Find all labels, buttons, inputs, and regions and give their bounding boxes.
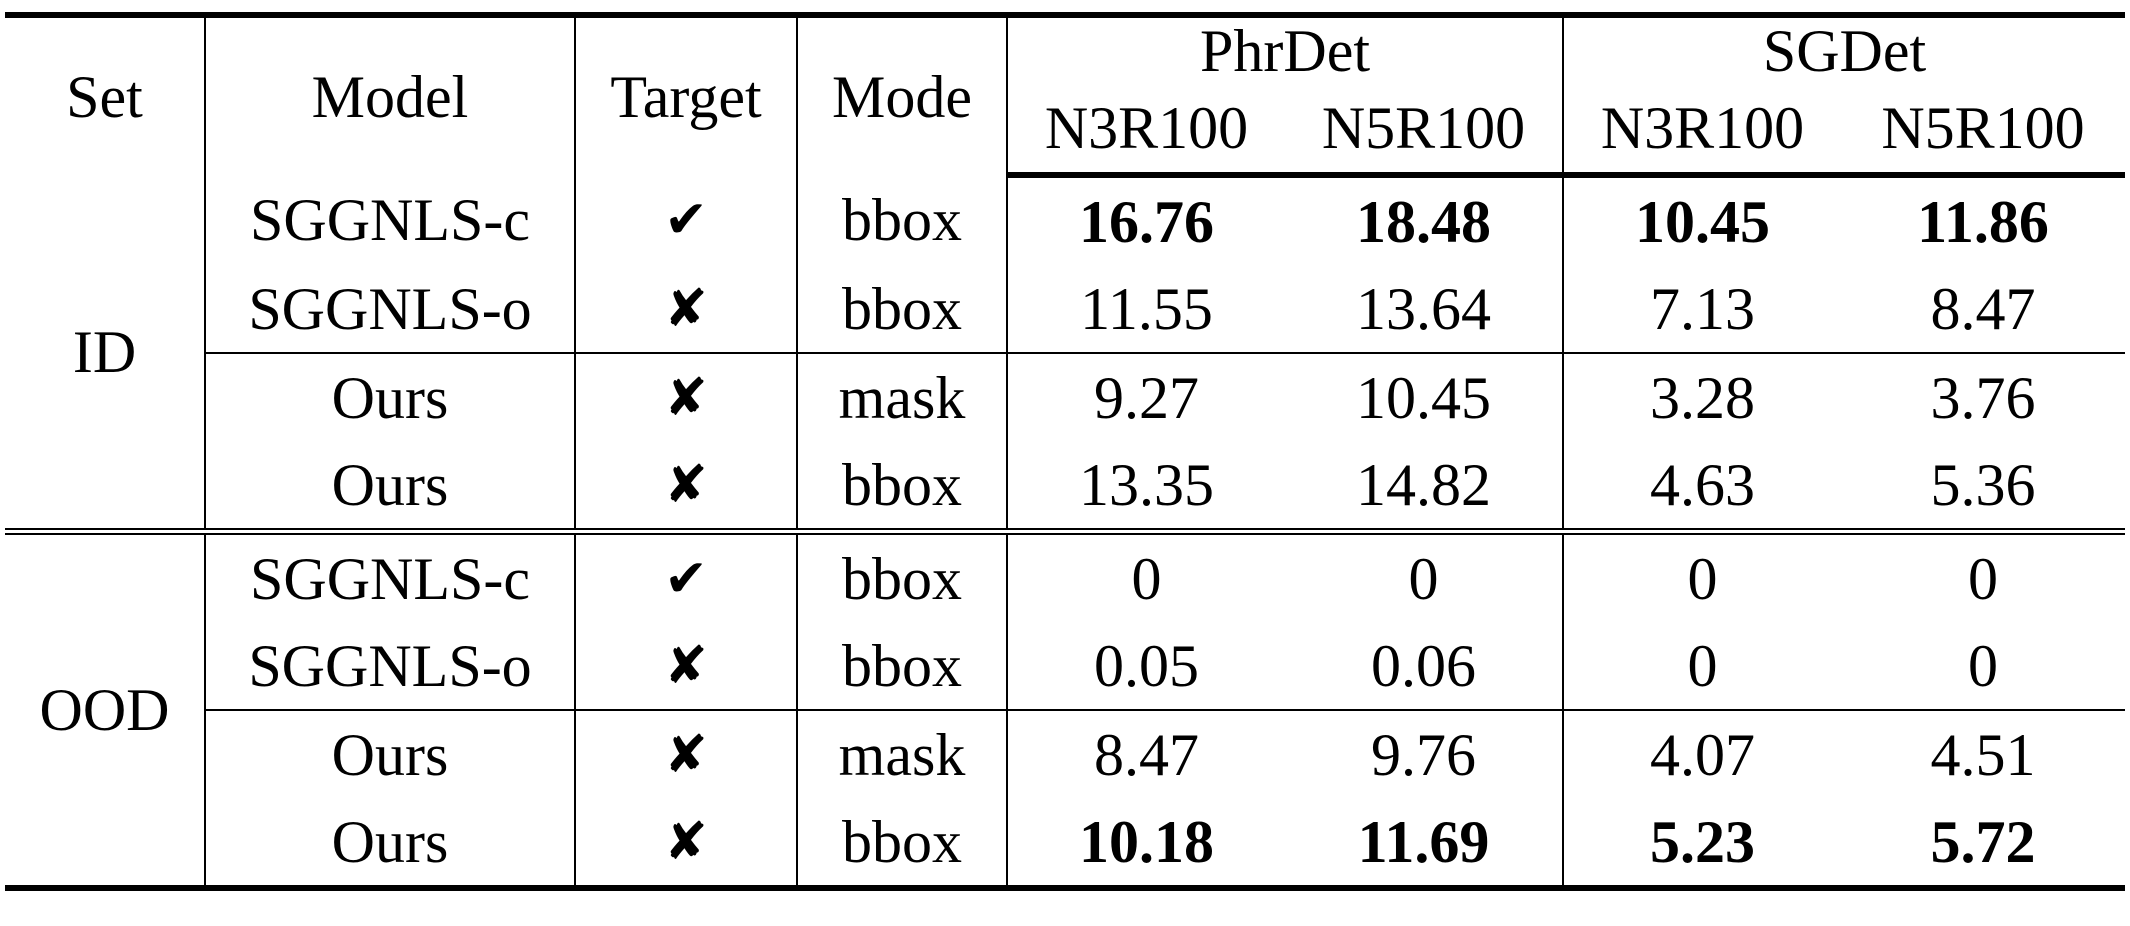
cell-phrdet-n5: 14.82 <box>1356 451 1491 518</box>
cell-model: Ours <box>204 709 575 798</box>
cell-sgdet-n3: 4.63 <box>1562 441 1842 532</box>
header-phrdet-n3r100: N3R100 <box>1006 84 1285 178</box>
check-icon: ✔ <box>574 528 797 622</box>
cross-icon: ✘ <box>574 709 797 798</box>
cell-model: Ours <box>204 352 575 441</box>
header-mode: Mode <box>796 12 1007 175</box>
cell-mode: bbox <box>796 265 1007 353</box>
cell-phrdet-n3: 9.27 <box>1006 352 1285 441</box>
cell-sgdet-n5: 11.86 <box>1917 188 2049 255</box>
cell-phrdet-n5: 18.48 <box>1356 188 1491 255</box>
cell-sgdet-n5: 0 <box>1968 632 1999 699</box>
set-label-ood: OOD <box>5 528 205 891</box>
results-table: Set Model Target Mode PhrDet SGDet N3R10… <box>5 12 2126 891</box>
cross-icon: ✘ <box>574 798 797 891</box>
header-sgdet-n5r100: N5R100 <box>1841 84 2126 178</box>
table-row: OOD SGGNLS-c ✔ bbox 0 0 0 0 <box>5 528 2126 891</box>
cell-sgdet-n5: 3.76 <box>1841 352 2126 441</box>
cross-icon: ✘ <box>574 622 797 710</box>
header-set: Set <box>5 12 205 175</box>
cell-sgdet-n5: 0 <box>1841 528 2126 622</box>
cell-sgdet-n5: 8.47 <box>1930 275 2036 342</box>
cross-icon: ✘ <box>574 352 797 441</box>
table-row: Ours ✘ mask 8.47 9.76 4.07 4.51 <box>5 709 2126 798</box>
cell-phrdet-n5: 13.64 <box>1356 275 1491 342</box>
cell-phrdet-n3: 0.05 <box>1006 622 1285 710</box>
set-label-id: ID <box>72 318 137 385</box>
cell-model: SGGNLS-o <box>204 265 575 353</box>
cell-phrdet-n5: 0 <box>1285 528 1564 622</box>
cell-phrdet-n3: 8.47 <box>1006 709 1285 798</box>
header-group-phrdet: PhrDet <box>1005 12 1564 84</box>
cell-sgdet-n3: 0 <box>1562 528 1842 622</box>
header-phrdet-n5r100: N5R100 <box>1285 84 1564 178</box>
cell-sgdet-n3: 5.23 <box>1562 798 1842 891</box>
cell-phrdet-n5: 0.06 <box>1371 632 1476 699</box>
cell-sgdet-n3: 3.28 <box>1562 352 1842 441</box>
header-row-2: N3R100 N5R100 N3R100 N5R100 <box>5 84 2126 178</box>
cell-mode: bbox <box>796 798 1007 891</box>
cell-model: Ours <box>204 798 575 891</box>
cell-phrdet-n5: 10.45 <box>1285 352 1564 441</box>
cross-icon: ✘ <box>574 441 797 532</box>
cell-mode: bbox <box>796 528 1007 622</box>
cell-mode: bbox <box>796 175 1007 265</box>
cell-sgdet-n5: 5.72 <box>1841 798 2126 891</box>
cell-sgdet-n5: 5.36 <box>1930 451 2036 518</box>
cross-icon: ✘ <box>574 265 797 353</box>
cell-mode: mask <box>796 352 1007 441</box>
table-row: SGGNLS-o ✘ bbox 0.05 0.06 0 0 <box>5 622 2125 710</box>
table-row: Ours ✘ mask 9.27 10.45 3.28 3.76 <box>5 352 2126 441</box>
header-model: Model <box>204 12 575 175</box>
cell-phrdet-n3: 0 <box>1006 528 1285 622</box>
header-target: Target <box>574 12 797 175</box>
cell-phrdet-n3: 16.76 <box>1006 175 1285 265</box>
cell-model: SGGNLS-c <box>204 175 575 265</box>
table-row: Ours ✘ bbox 13.35 14.82 4.63 5.36 <box>5 441 2125 532</box>
cell-model: SGGNLS-o <box>204 622 575 710</box>
check-icon: ✔ <box>574 175 797 265</box>
table-row: ID SGGNLS-c ✔ bbox 16.76 18.48 10.45 11.… <box>5 175 2125 381</box>
cell-sgdet-n3: 0 <box>1562 622 1842 710</box>
table-row: Ours ✘ bbox 10.18 11.69 5.23 5.72 <box>5 798 2126 891</box>
cell-sgdet-n3: 7.13 <box>1562 265 1842 353</box>
cell-model: SGGNLS-c <box>204 528 575 622</box>
cell-mode: mask <box>796 709 1007 798</box>
cell-mode: bbox <box>796 441 1007 532</box>
header-group-sgdet: SGDet <box>1562 12 2126 84</box>
header-sgdet-n3r100: N3R100 <box>1562 84 1842 178</box>
cell-sgdet-n3: 4.07 <box>1562 709 1842 798</box>
cell-phrdet-n3: 13.35 <box>1006 441 1285 532</box>
cell-phrdet-n5: 9.76 <box>1285 709 1564 798</box>
cell-sgdet-n3: 10.45 <box>1562 175 1842 265</box>
header-row-1: Set Model Target Mode PhrDet SGDet <box>5 12 2126 175</box>
cell-phrdet-n3: 10.18 <box>1006 798 1285 891</box>
cell-model: Ours <box>204 441 575 532</box>
cell-phrdet-n3: 11.55 <box>1006 265 1285 353</box>
cell-sgdet-n5: 4.51 <box>1841 709 2126 798</box>
cell-mode: bbox <box>796 622 1007 710</box>
table-row: SGGNLS-o ✘ bbox 11.55 13.64 7.13 8.47 <box>5 265 2125 353</box>
cell-phrdet-n5: 11.69 <box>1285 798 1564 891</box>
